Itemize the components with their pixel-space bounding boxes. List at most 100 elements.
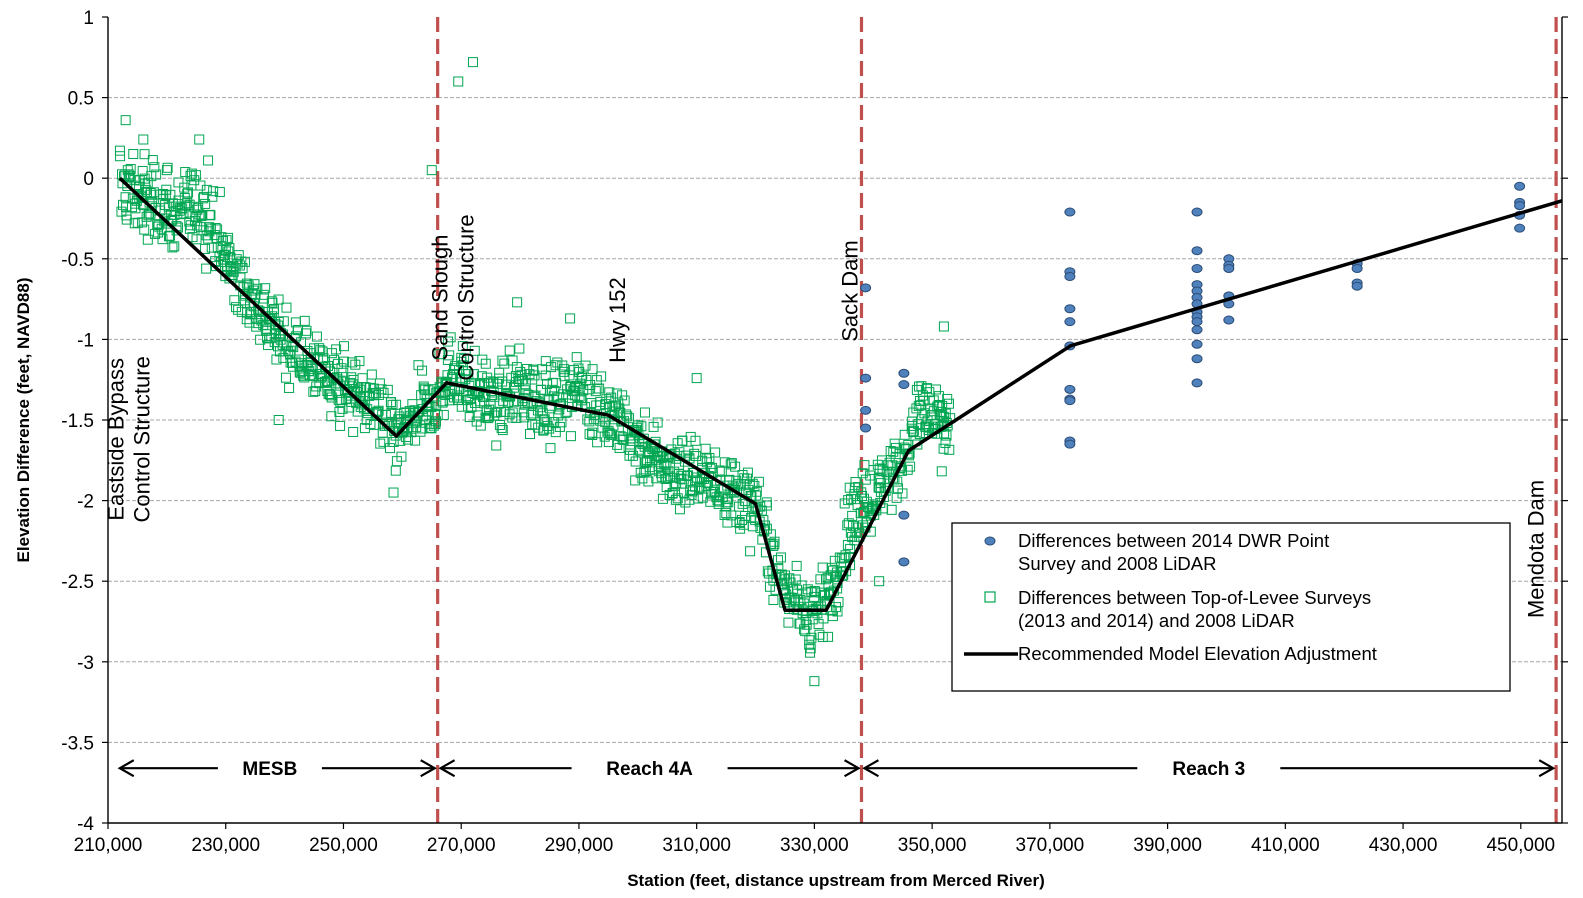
levee-point (890, 452, 901, 463)
levee-point (337, 403, 348, 414)
levee-point (937, 400, 948, 411)
levee-point (719, 457, 730, 468)
levee-point (128, 149, 139, 160)
levee-point (714, 465, 725, 476)
levee-point (850, 477, 861, 488)
levee-point (809, 676, 820, 687)
levee-point (874, 576, 885, 587)
levee-point (281, 302, 292, 313)
levee-point (753, 476, 764, 487)
levee-point (309, 371, 320, 382)
legend-adjustment-label: Recommended Model Elevation Adjustment (1018, 643, 1377, 664)
levee-point (203, 155, 214, 166)
levee-point (563, 389, 574, 400)
levee-point (370, 388, 381, 399)
levee-point (201, 184, 212, 195)
levee-point (461, 366, 472, 377)
levee-point (912, 439, 923, 450)
levee-point (468, 369, 479, 380)
dwr-point (898, 557, 910, 567)
x-tick-label: 370,000 (1016, 835, 1085, 856)
dwr-point (1191, 317, 1203, 327)
levee-point (491, 440, 502, 451)
levee-point (542, 421, 553, 432)
levee-point (315, 345, 326, 356)
levee-point (190, 170, 201, 181)
levee-point (159, 213, 170, 224)
levee-point (504, 409, 515, 420)
x-tick-label: 330,000 (780, 835, 849, 856)
levee-point (815, 574, 826, 585)
levee-point (512, 297, 523, 308)
levee-point (573, 363, 584, 374)
levee-point (365, 382, 376, 393)
levee-point (576, 395, 587, 406)
dwr-point (1351, 281, 1363, 291)
y-tick-label: -2.5 (61, 572, 94, 593)
levee-point (208, 186, 219, 197)
location-label-line: Control Structure (130, 356, 155, 522)
levee-point (314, 343, 325, 354)
levee-point (636, 421, 647, 432)
levee-point (857, 468, 868, 479)
levee-point (510, 376, 521, 387)
levee-point (368, 419, 379, 430)
levee-point (363, 390, 374, 401)
levee-point (765, 529, 776, 540)
y-tick-label: -2 (77, 492, 94, 513)
dwr-point (1223, 263, 1235, 273)
levee-point (209, 230, 220, 241)
levee-point (751, 490, 762, 501)
levee-point (223, 246, 234, 257)
levee-point (221, 235, 232, 246)
levee-point (668, 472, 679, 483)
levee-point (125, 164, 136, 175)
levee-point (494, 398, 505, 409)
reach-arrows: MESB Reach 4A Reach 3 (117, 759, 1556, 780)
levee-point (378, 436, 389, 447)
levee-point (354, 356, 365, 367)
levee-point (941, 430, 952, 441)
levee-point (153, 220, 164, 231)
levee-point (445, 332, 456, 343)
levee-point (497, 355, 508, 366)
levee-point (457, 360, 468, 371)
y-tick-label: -1 (77, 330, 94, 351)
location-label-line: Sack Dam (838, 240, 863, 341)
levee-point (120, 192, 131, 203)
levee-point (730, 461, 741, 472)
levee-point (382, 384, 393, 395)
levee-point (643, 476, 654, 487)
levee-point (432, 410, 443, 421)
dwr-point (1514, 201, 1526, 211)
levee-point (426, 165, 437, 176)
levee-point (550, 360, 561, 371)
y-tick-label: -1.5 (61, 411, 94, 432)
levee-point (565, 431, 576, 442)
y-tick-label: 0.5 (68, 89, 94, 110)
levee-point (565, 313, 576, 324)
levee-point (604, 428, 615, 439)
levee-point (430, 416, 441, 427)
levee-point (613, 397, 624, 408)
levee-point (237, 263, 248, 274)
location-label: Hwy 152 (605, 277, 630, 363)
levee-point (145, 208, 156, 219)
reach-label: Reach 4A (606, 759, 693, 780)
legend-dwr-marker (984, 536, 996, 546)
dwr-point (1064, 272, 1076, 282)
levee-point (751, 486, 762, 497)
levee-point (634, 444, 645, 455)
levee-point (833, 597, 844, 608)
levee-point (859, 460, 870, 471)
levee-point (115, 151, 126, 162)
levee-point (886, 504, 897, 515)
levee-point (476, 371, 487, 382)
dwr-point (898, 510, 910, 520)
reach-arrow-head-left (117, 759, 135, 778)
levee-point (584, 429, 595, 440)
levee-point (574, 391, 585, 402)
levee-point (147, 155, 158, 166)
dwr-point (1514, 223, 1526, 233)
